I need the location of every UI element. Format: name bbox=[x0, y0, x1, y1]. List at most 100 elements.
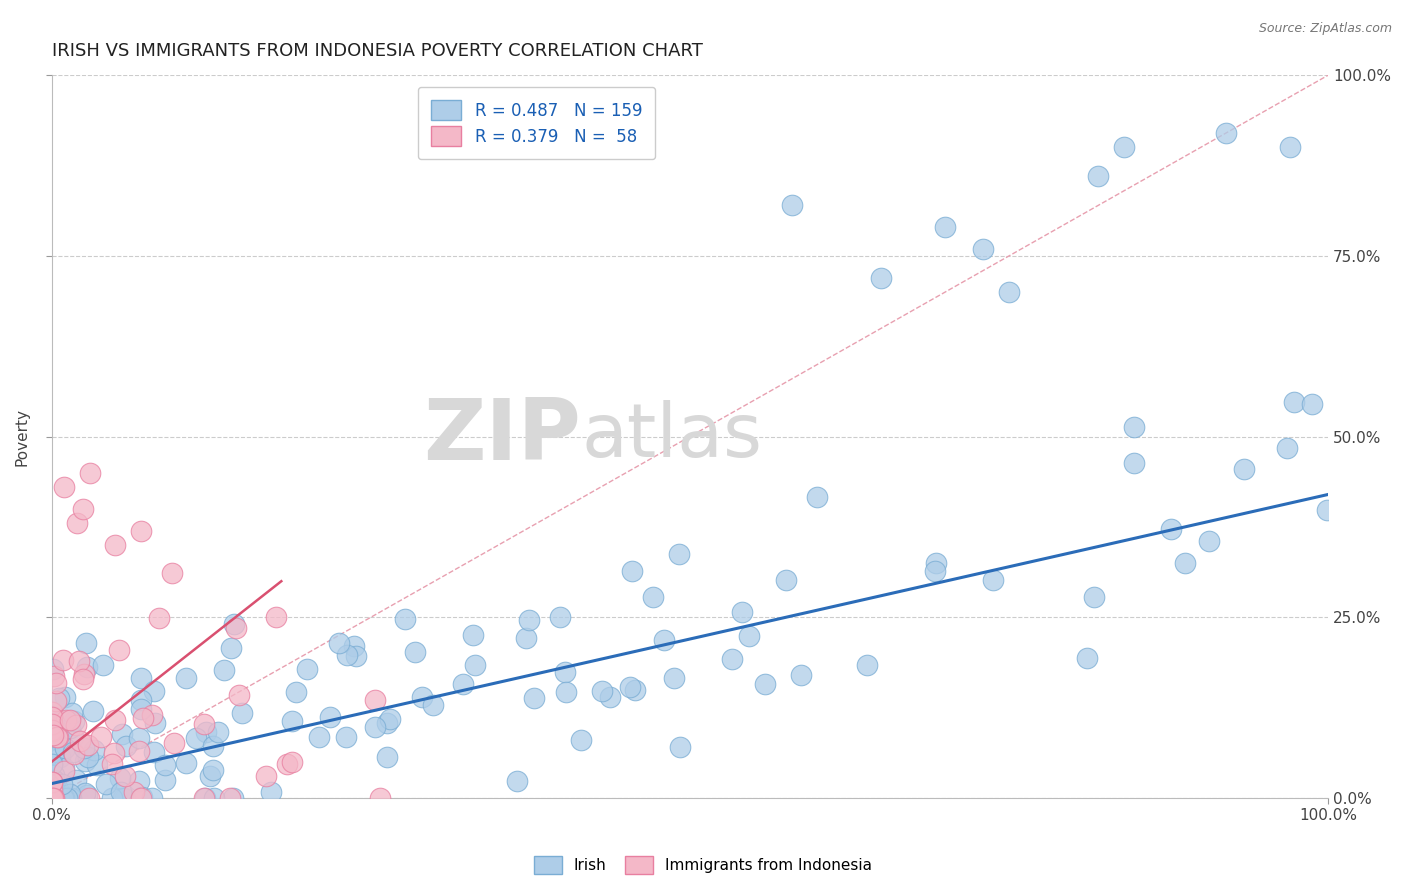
Point bbox=[41, 791, 63, 805]
Point bbox=[981, 573, 1004, 587]
Point bbox=[344, 649, 367, 664]
Point bbox=[41, 791, 63, 805]
Point bbox=[65, 772, 87, 787]
Point bbox=[62, 747, 84, 762]
Point bbox=[225, 621, 247, 635]
Point bbox=[924, 565, 946, 579]
Point bbox=[45, 791, 67, 805]
Point bbox=[111, 727, 134, 741]
Point bbox=[101, 757, 124, 772]
Point bbox=[669, 740, 692, 755]
Point bbox=[52, 761, 75, 775]
Point bbox=[41, 791, 63, 805]
Point bbox=[44, 791, 66, 805]
Point bbox=[90, 731, 112, 745]
Point bbox=[141, 791, 163, 805]
Point bbox=[855, 658, 877, 673]
Point bbox=[42, 768, 65, 782]
Point bbox=[53, 690, 76, 704]
Point bbox=[364, 693, 387, 707]
Point bbox=[103, 746, 125, 760]
Point bbox=[59, 721, 82, 735]
Point bbox=[41, 716, 63, 731]
Point bbox=[108, 772, 131, 786]
Point bbox=[328, 636, 350, 650]
Point bbox=[214, 663, 236, 677]
Point bbox=[72, 673, 94, 687]
Point bbox=[41, 775, 63, 789]
Point bbox=[194, 791, 217, 805]
Point bbox=[114, 791, 136, 805]
Point bbox=[201, 739, 224, 754]
Point bbox=[193, 717, 215, 731]
Point bbox=[276, 756, 298, 771]
Point bbox=[335, 730, 357, 744]
Point bbox=[66, 791, 89, 805]
Point bbox=[52, 791, 75, 805]
Point bbox=[41, 791, 63, 805]
Point bbox=[131, 789, 153, 804]
Point bbox=[202, 791, 225, 805]
Text: atlas: atlas bbox=[581, 401, 762, 473]
Point bbox=[108, 643, 131, 657]
Point bbox=[41, 791, 63, 805]
Point bbox=[77, 739, 100, 753]
Point bbox=[42, 723, 65, 738]
Text: IRISH VS IMMIGRANTS FROM INDONESIA POVERTY CORRELATION CHART: IRISH VS IMMIGRANTS FROM INDONESIA POVER… bbox=[52, 42, 703, 60]
Point bbox=[1275, 441, 1298, 455]
Point bbox=[155, 772, 177, 787]
Point bbox=[51, 777, 73, 791]
Point bbox=[129, 671, 152, 685]
Point bbox=[319, 710, 342, 724]
Y-axis label: Poverty: Poverty bbox=[15, 408, 30, 466]
Point bbox=[624, 683, 647, 698]
Point bbox=[662, 671, 685, 685]
Point bbox=[111, 791, 134, 805]
Point bbox=[364, 720, 387, 734]
Point bbox=[128, 774, 150, 789]
Point bbox=[569, 732, 592, 747]
Point bbox=[738, 629, 761, 643]
Point bbox=[143, 716, 166, 731]
Point bbox=[44, 791, 66, 805]
Point bbox=[668, 547, 690, 561]
Point bbox=[281, 714, 304, 728]
Point bbox=[53, 764, 76, 778]
Point bbox=[129, 524, 152, 538]
Point bbox=[523, 690, 546, 705]
Point bbox=[1087, 169, 1109, 184]
Point bbox=[41, 791, 63, 805]
Point bbox=[378, 712, 401, 726]
Point bbox=[599, 690, 621, 705]
Point bbox=[77, 749, 100, 764]
Point bbox=[94, 777, 117, 791]
Point bbox=[58, 788, 80, 802]
Point bbox=[1215, 126, 1237, 140]
Point bbox=[42, 791, 65, 805]
Point bbox=[86, 757, 108, 772]
Point bbox=[41, 783, 63, 797]
Point bbox=[76, 788, 98, 802]
Point bbox=[160, 566, 183, 580]
Point bbox=[260, 785, 283, 799]
Point bbox=[41, 756, 63, 771]
Point bbox=[53, 741, 76, 756]
Point bbox=[41, 710, 63, 724]
Point bbox=[46, 730, 69, 744]
Point bbox=[619, 680, 641, 694]
Point bbox=[59, 791, 82, 805]
Point bbox=[46, 731, 69, 745]
Point bbox=[114, 769, 136, 783]
Point bbox=[1174, 557, 1197, 571]
Point bbox=[148, 611, 170, 625]
Point bbox=[193, 791, 215, 805]
Point bbox=[69, 734, 91, 748]
Point bbox=[110, 785, 132, 799]
Point bbox=[343, 639, 366, 653]
Point bbox=[1282, 394, 1305, 409]
Point bbox=[48, 690, 70, 705]
Point bbox=[143, 684, 166, 698]
Point bbox=[972, 242, 994, 256]
Point bbox=[104, 713, 127, 727]
Text: Source: ZipAtlas.com: Source: ZipAtlas.com bbox=[1258, 22, 1392, 36]
